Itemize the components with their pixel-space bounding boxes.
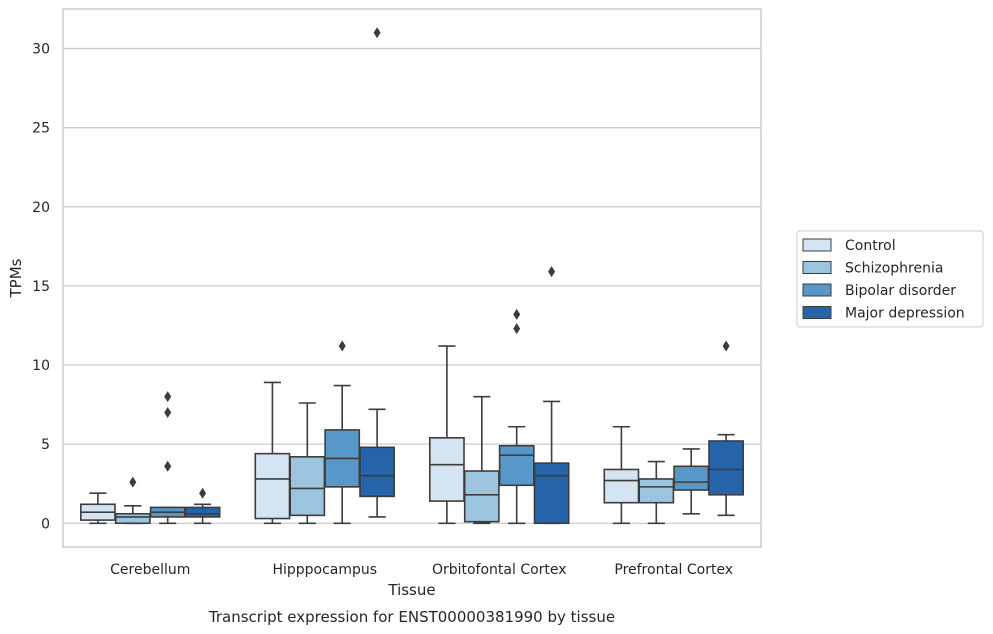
x-tick-labels: Cerebellum Hipppocampus Orbitofontal Corte… [110,562,733,578]
box-group [673,448,710,515]
outlier-point [722,340,730,352]
box-group [359,27,396,518]
box-group [289,402,326,525]
box-iqr [638,478,675,504]
box-group [324,340,361,525]
box-iqr [184,506,221,518]
box-iqr [463,470,500,523]
box-group [463,395,500,525]
box-group [149,391,186,525]
box-iqr [533,462,570,525]
box-group [498,308,535,525]
y-tick-label: 25 [32,121,50,137]
outlier-point [548,266,556,278]
box-iqr [359,446,396,498]
outlier-point [164,391,172,403]
box-group [708,340,745,517]
box-group [254,381,291,525]
box-iqr [289,456,326,517]
x-axis-label: Tissue [387,581,435,599]
plot-frame [62,8,762,548]
y-tick-label: 30 [32,42,50,58]
outlier-point [164,460,172,472]
box-iqr [498,444,535,487]
legend-swatch [802,283,832,297]
x-tick-label: Cerebellum [110,562,190,578]
box-group [533,266,570,525]
legend-swatch [802,261,832,274]
legend-label: Bipolar disorder [845,283,956,299]
legend-swatch [802,238,832,252]
outlier-point [513,323,521,335]
y-tick-label: 10 [32,358,50,374]
y-tick-labels: 0 5 10 15 20 25 30 [32,42,50,533]
outlier-point [373,27,381,39]
box-iqr [254,452,291,520]
grid-lines [63,47,761,524]
y-tick-label: 0 [41,516,50,532]
legend-label: Control [845,238,896,254]
box-group [184,487,221,525]
box-iqr [428,437,465,502]
box-group [79,492,116,525]
y-tick-label: 20 [32,200,50,216]
x-tick-label: Orbitofontal Cortex [432,562,567,578]
box-groups [79,27,745,525]
legend-swatch [802,306,832,319]
outlier-point [513,308,521,320]
legend-label: Schizophrenia [845,261,943,277]
box-iqr [114,512,151,525]
outlier-point [199,487,207,499]
box-group [428,345,465,525]
outlier-point [164,407,172,418]
box-iqr [673,465,710,491]
y-tick-label: 5 [41,437,50,453]
box-group [638,460,675,525]
box-group [603,425,640,525]
legend-frame [796,230,984,328]
x-tick-label: Hipppocampus [272,562,377,578]
outlier-point [129,476,137,488]
y-axis-label: TPMs [7,258,25,298]
box-group [114,476,151,525]
box-iqr [603,468,640,504]
outlier-point [338,340,346,352]
y-tick-label: 15 [32,279,50,295]
legend: Control Schizophrenia Bipolar disorder Majo… [796,230,984,328]
x-tick-label: Prefrontal Cortex [614,562,733,578]
chart-caption: Transcript expression for ENST0000038199… [208,608,615,626]
legend-label: Major depression [845,306,965,322]
box-iqr [708,440,745,496]
